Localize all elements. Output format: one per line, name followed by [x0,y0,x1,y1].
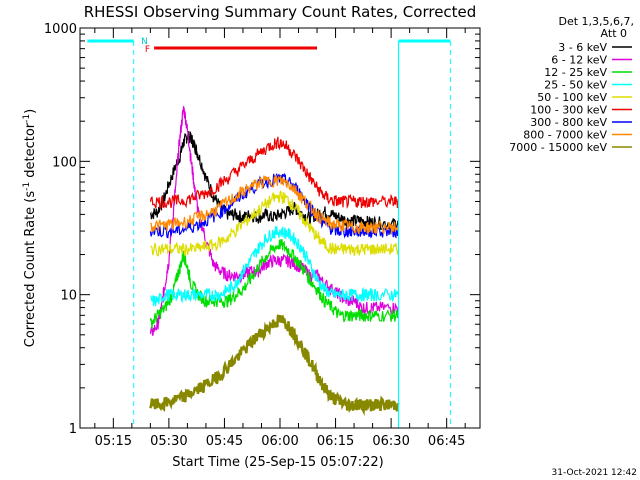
footer-timestamp: 31-Oct-2021 12:42 [552,468,637,478]
legend-label-8: 7000 - 15000 keV [509,141,607,154]
flag-n-label: N [141,37,148,47]
series-line-0 [149,131,400,231]
x-tick-label: 06:30 [372,434,409,449]
y-axis-label-part1: Corrected Count Rate (s [23,191,38,348]
y-tick-label: 100 [52,155,77,170]
legend-label-1: 6 - 12 keV [551,54,607,67]
y-tick-label: 1000 [44,22,77,37]
legend-label-3: 25 - 50 keV [544,79,607,92]
x-tick-label: 05:30 [150,434,187,449]
y-tick-label: 10 [60,289,77,304]
x-tick-label: 06:15 [317,434,354,449]
legend-label-0: 3 - 6 keV [558,41,607,54]
x-tick-label: 06:00 [261,434,298,449]
series-line-7 [150,174,400,235]
legend-header-detectors: Det 1,3,5,6,7, [558,15,634,28]
x-axis-label: Start Time (25-Sep-15 05:07:22) [172,455,383,470]
legend-label-4: 50 - 100 keV [537,91,607,104]
y-axis-label-part3: ) [23,109,38,114]
chart-title: RHESSI Observing Summary Count Rates, Co… [84,3,477,21]
series-line-2 [149,239,400,329]
legend-label-2: 12 - 25 keV [544,66,607,79]
x-tick-label: 06:45 [428,434,465,449]
y-axis-label-sup1: -1 [22,182,32,191]
flag-f-label: F [145,45,150,55]
x-tick-label: 05:15 [95,434,132,449]
y-axis-label: Corrected Count Rate (s-1 detector-1) [22,109,38,347]
y-axis-label-sup2: -1 [22,114,32,123]
legend-label-5: 100 - 300 keV [530,104,607,117]
y-axis-label-part2: detector [23,122,38,182]
legend-label-7: 800 - 7000 keV [523,129,607,142]
y-tick-label: 1 [69,422,77,437]
series-line-5 [149,136,400,210]
series-line-3 [150,226,400,307]
plot-area: FN 1 10 100 1000 05:15 05:30 05:45 06:00 06:15 06:… [44,22,481,449]
series-line-4 [150,190,400,257]
x-tick-label: 05:45 [206,434,243,449]
series-line-8 [149,314,400,417]
legend-header-attenuator: Att 0 [601,27,627,40]
legend-label-6: 300 - 800 keV [530,116,607,129]
plot-frame [79,27,481,429]
